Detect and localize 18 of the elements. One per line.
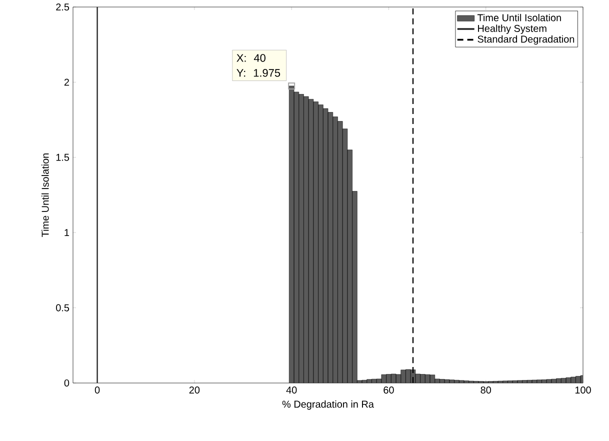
y-tick-label: 1.5 bbox=[56, 154, 70, 161]
ref-line-label: Standard Degradation bbox=[478, 35, 574, 45]
x-tick-label: 0 bbox=[94, 386, 100, 394]
x-tick-label: 60 bbox=[384, 386, 394, 394]
y-tick-label: 1 bbox=[64, 229, 69, 236]
ref-line-label: Healthy System bbox=[478, 24, 546, 34]
x-axis-title: % Degradation in Ra bbox=[282, 400, 374, 410]
x-tick-label: 20 bbox=[189, 386, 200, 394]
x-tick-label: 40 bbox=[286, 386, 297, 394]
x-tick-label: 80 bbox=[480, 386, 492, 394]
y-axis-title: Time Until Isolation bbox=[41, 153, 49, 237]
annotation: X: 40 Y: 1.975 bbox=[236, 54, 280, 77]
y-tick-label: 2.5 bbox=[56, 3, 70, 11]
y-tick-label: 2 bbox=[64, 78, 69, 86]
x-tick-label: 100 bbox=[575, 386, 591, 394]
y-tick-label: 0 bbox=[64, 379, 70, 387]
y-tick-label: 0.5 bbox=[56, 304, 70, 312]
legend-label: Time Until Isolation bbox=[477, 14, 561, 22]
